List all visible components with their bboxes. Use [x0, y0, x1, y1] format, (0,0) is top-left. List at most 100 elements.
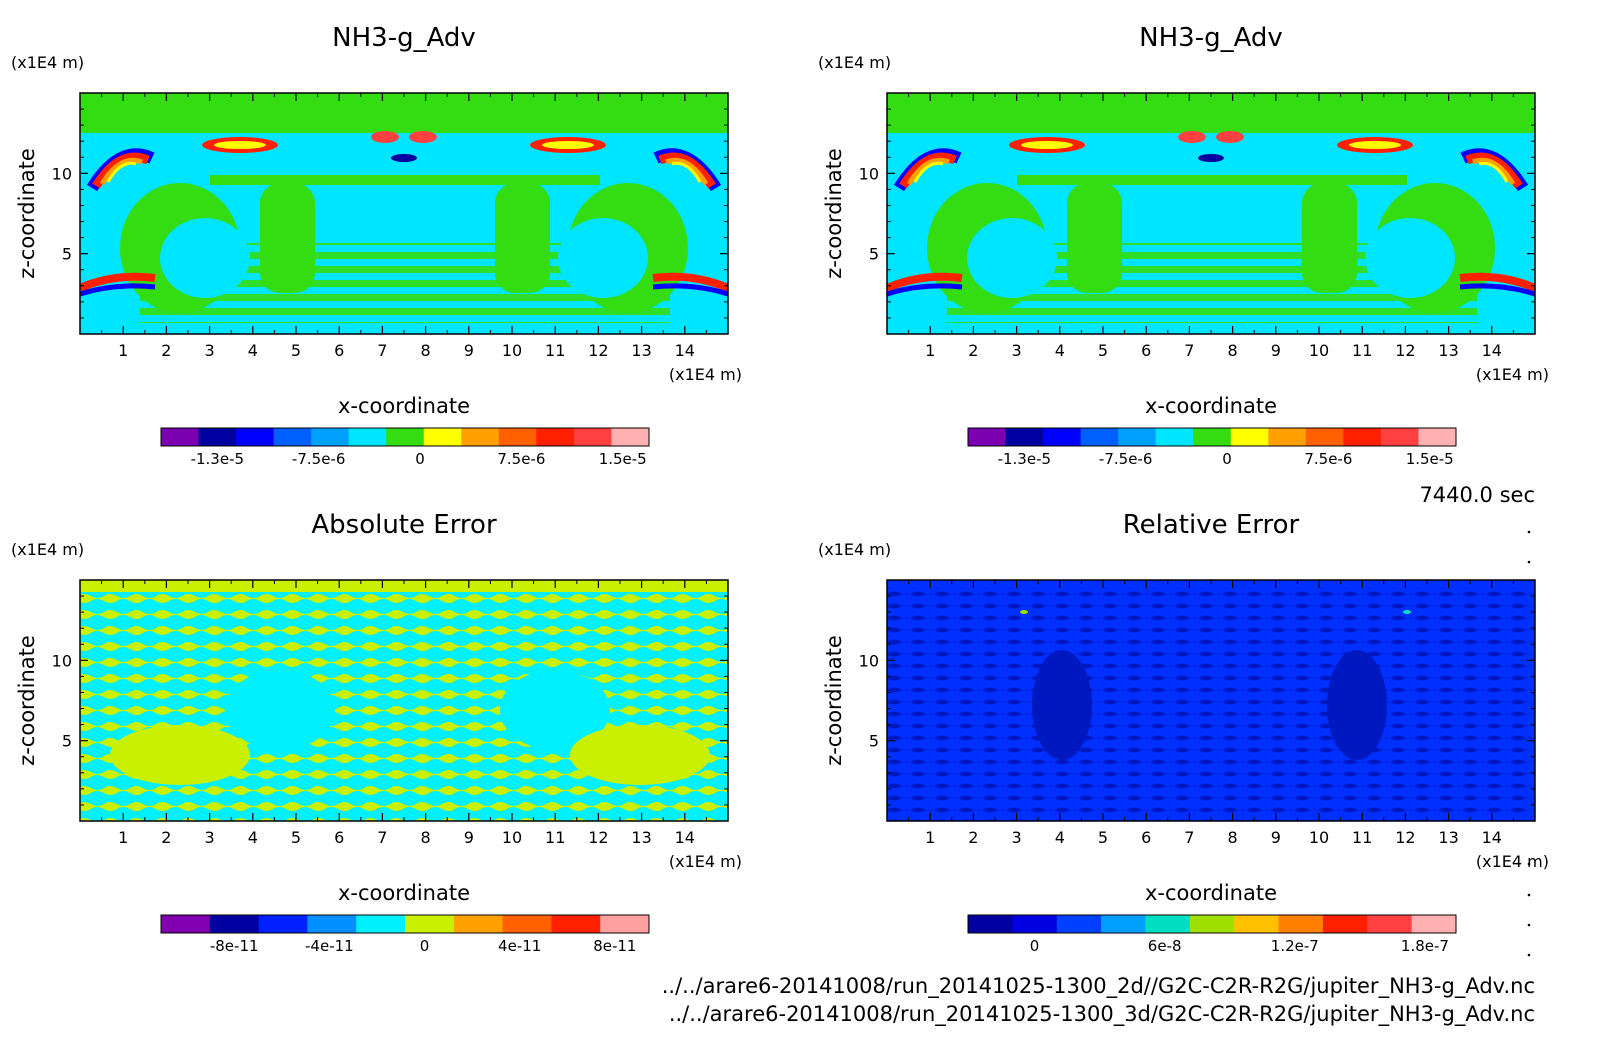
x-tick-label: 1: [118, 828, 128, 847]
x-tick-label: 1: [925, 341, 935, 360]
x-tick-label: 2: [161, 828, 171, 847]
field-image: [80, 580, 728, 821]
field-arc-yellow: [913, 161, 944, 183]
x-tick-label: 1: [925, 828, 935, 847]
colorbar-cell: [1193, 428, 1232, 446]
x-tick-label: 9: [464, 828, 474, 847]
field-arc-orange: [99, 157, 143, 186]
x-tick-label: 10: [502, 828, 522, 847]
x-axis-label: x-coordinate: [1145, 394, 1277, 418]
y-tick-label: 5: [62, 732, 72, 751]
x-tick-label: 2: [161, 341, 171, 360]
field-column: [260, 183, 315, 293]
x-unit-label: (x1E4 m): [669, 365, 742, 384]
colorbar-cell: [161, 915, 211, 933]
field-streak: [1021, 141, 1073, 149]
field-blob: [1327, 650, 1387, 760]
file-path-1: ../../arare6-20141008/run_20141025-1300_…: [662, 974, 1535, 999]
colorbar-cell: [968, 915, 1013, 933]
field-band-top: [887, 580, 1535, 590]
chart-title: Absolute Error: [311, 510, 497, 540]
y-tick-label: 5: [62, 245, 72, 264]
x-tick-label: 4: [1055, 341, 1065, 360]
colorbar-label: 0: [420, 937, 430, 955]
x-tick-label: 6: [1141, 341, 1151, 360]
colorbar-cell: [1101, 915, 1146, 933]
x-tick-label: 13: [631, 828, 651, 847]
field-bottom-arc: [1459, 272, 1535, 292]
colorbar-label: 7.5e-6: [1304, 450, 1352, 468]
x-tick-label: 6: [334, 341, 344, 360]
colorbar-label: -1.3e-5: [191, 450, 244, 468]
colorbar-cell: [611, 428, 650, 446]
colorbar-cell: [1189, 915, 1235, 933]
field-image: [887, 93, 1535, 334]
colorbar-cell: [968, 428, 1007, 446]
y-axis-label: z-coordinate: [822, 148, 846, 279]
colorbar-cell: [258, 915, 308, 933]
y-axis-label: z-coordinate: [15, 148, 39, 279]
colorbar-frame: [160, 427, 650, 447]
field-center-spot: [1198, 154, 1224, 162]
x-unit-label: (x1E4 m): [669, 852, 742, 871]
field-streak: [542, 141, 594, 149]
x-tick-label: 10: [1309, 341, 1329, 360]
panel-adv-3d: NH3-g_Adv(x1E4 m)1 2 3 4 5 6 7 8 9 10 11 12 13 14510(…: [818, 23, 1549, 468]
field-column: [495, 183, 550, 293]
x-tick-label: 8: [421, 341, 431, 360]
x-tick-label: 7: [1184, 828, 1194, 847]
chart-title: NH3-g_Adv: [332, 23, 476, 53]
field-bottom-arc: [80, 283, 156, 297]
x-unit-label: (x1E4 m): [1476, 365, 1549, 384]
colorbar-cell: [307, 915, 357, 933]
field-bottom-arc: [887, 283, 963, 297]
x-tick-label: 4: [1055, 828, 1065, 847]
field-center-spot: [1178, 131, 1206, 143]
y-unit-label: (x1E4 m): [818, 540, 891, 559]
colorbar-label: -7.5e-6: [1099, 450, 1152, 468]
field-image: [887, 580, 1535, 821]
colorbar-cell: [1043, 428, 1082, 446]
x-tick-label: 3: [1012, 341, 1022, 360]
y-tick-label: 5: [869, 732, 879, 751]
field-streak: [1349, 141, 1401, 149]
field-blob: [225, 670, 335, 750]
field-column: [1067, 183, 1122, 293]
field-center-spot: [391, 154, 417, 162]
colorbar-cell: [1268, 428, 1307, 446]
x-tick-label: 4: [248, 828, 258, 847]
file-path-2: ../../arare6-20141008/run_20141025-1300_…: [669, 1002, 1535, 1027]
colorbar-cell: [502, 915, 552, 933]
x-tick-label: 13: [1438, 341, 1458, 360]
colorbar-label: 1.8e-7: [1401, 937, 1449, 955]
colorbar-cell: [1145, 915, 1191, 933]
colorbar-cell: [386, 428, 425, 446]
colorbar-cell: [1418, 428, 1457, 446]
colorbar-label: -7.5e-6: [292, 450, 345, 468]
colorbar-cell: [600, 915, 650, 933]
field-band-mid: [1017, 175, 1407, 185]
x-tick-label: 11: [545, 828, 565, 847]
colorbar-cell: [1155, 428, 1194, 446]
y-unit-label: (x1E4 m): [11, 540, 84, 559]
colorbar-frame: [967, 427, 1457, 447]
field-blob: [967, 218, 1057, 298]
colorbar-label: 0: [1030, 937, 1040, 955]
panel-adv-2d: NH3-g_Adv(x1E4 m)1 2 3 4 5 6 7 8 9 10 11 12 13 14510(…: [11, 23, 742, 468]
colorbar-cell: [311, 428, 350, 446]
x-tick-label: 9: [464, 341, 474, 360]
colorbar-cell: [1080, 428, 1119, 446]
field-blob: [500, 670, 610, 750]
field-center-spot: [409, 131, 437, 143]
field-hotspot: [1403, 610, 1411, 614]
colorbar-cell: [236, 428, 275, 446]
colorbar-cell: [1234, 915, 1280, 933]
colorbar-cell: [356, 915, 406, 933]
x-axis-label: x-coordinate: [338, 394, 470, 418]
colorbar-label: 4e-11: [498, 937, 541, 955]
field-arc-yellow: [106, 161, 137, 183]
colorbar-cell: [423, 428, 462, 446]
x-tick-label: 3: [205, 341, 215, 360]
x-tick-label: 2: [968, 341, 978, 360]
